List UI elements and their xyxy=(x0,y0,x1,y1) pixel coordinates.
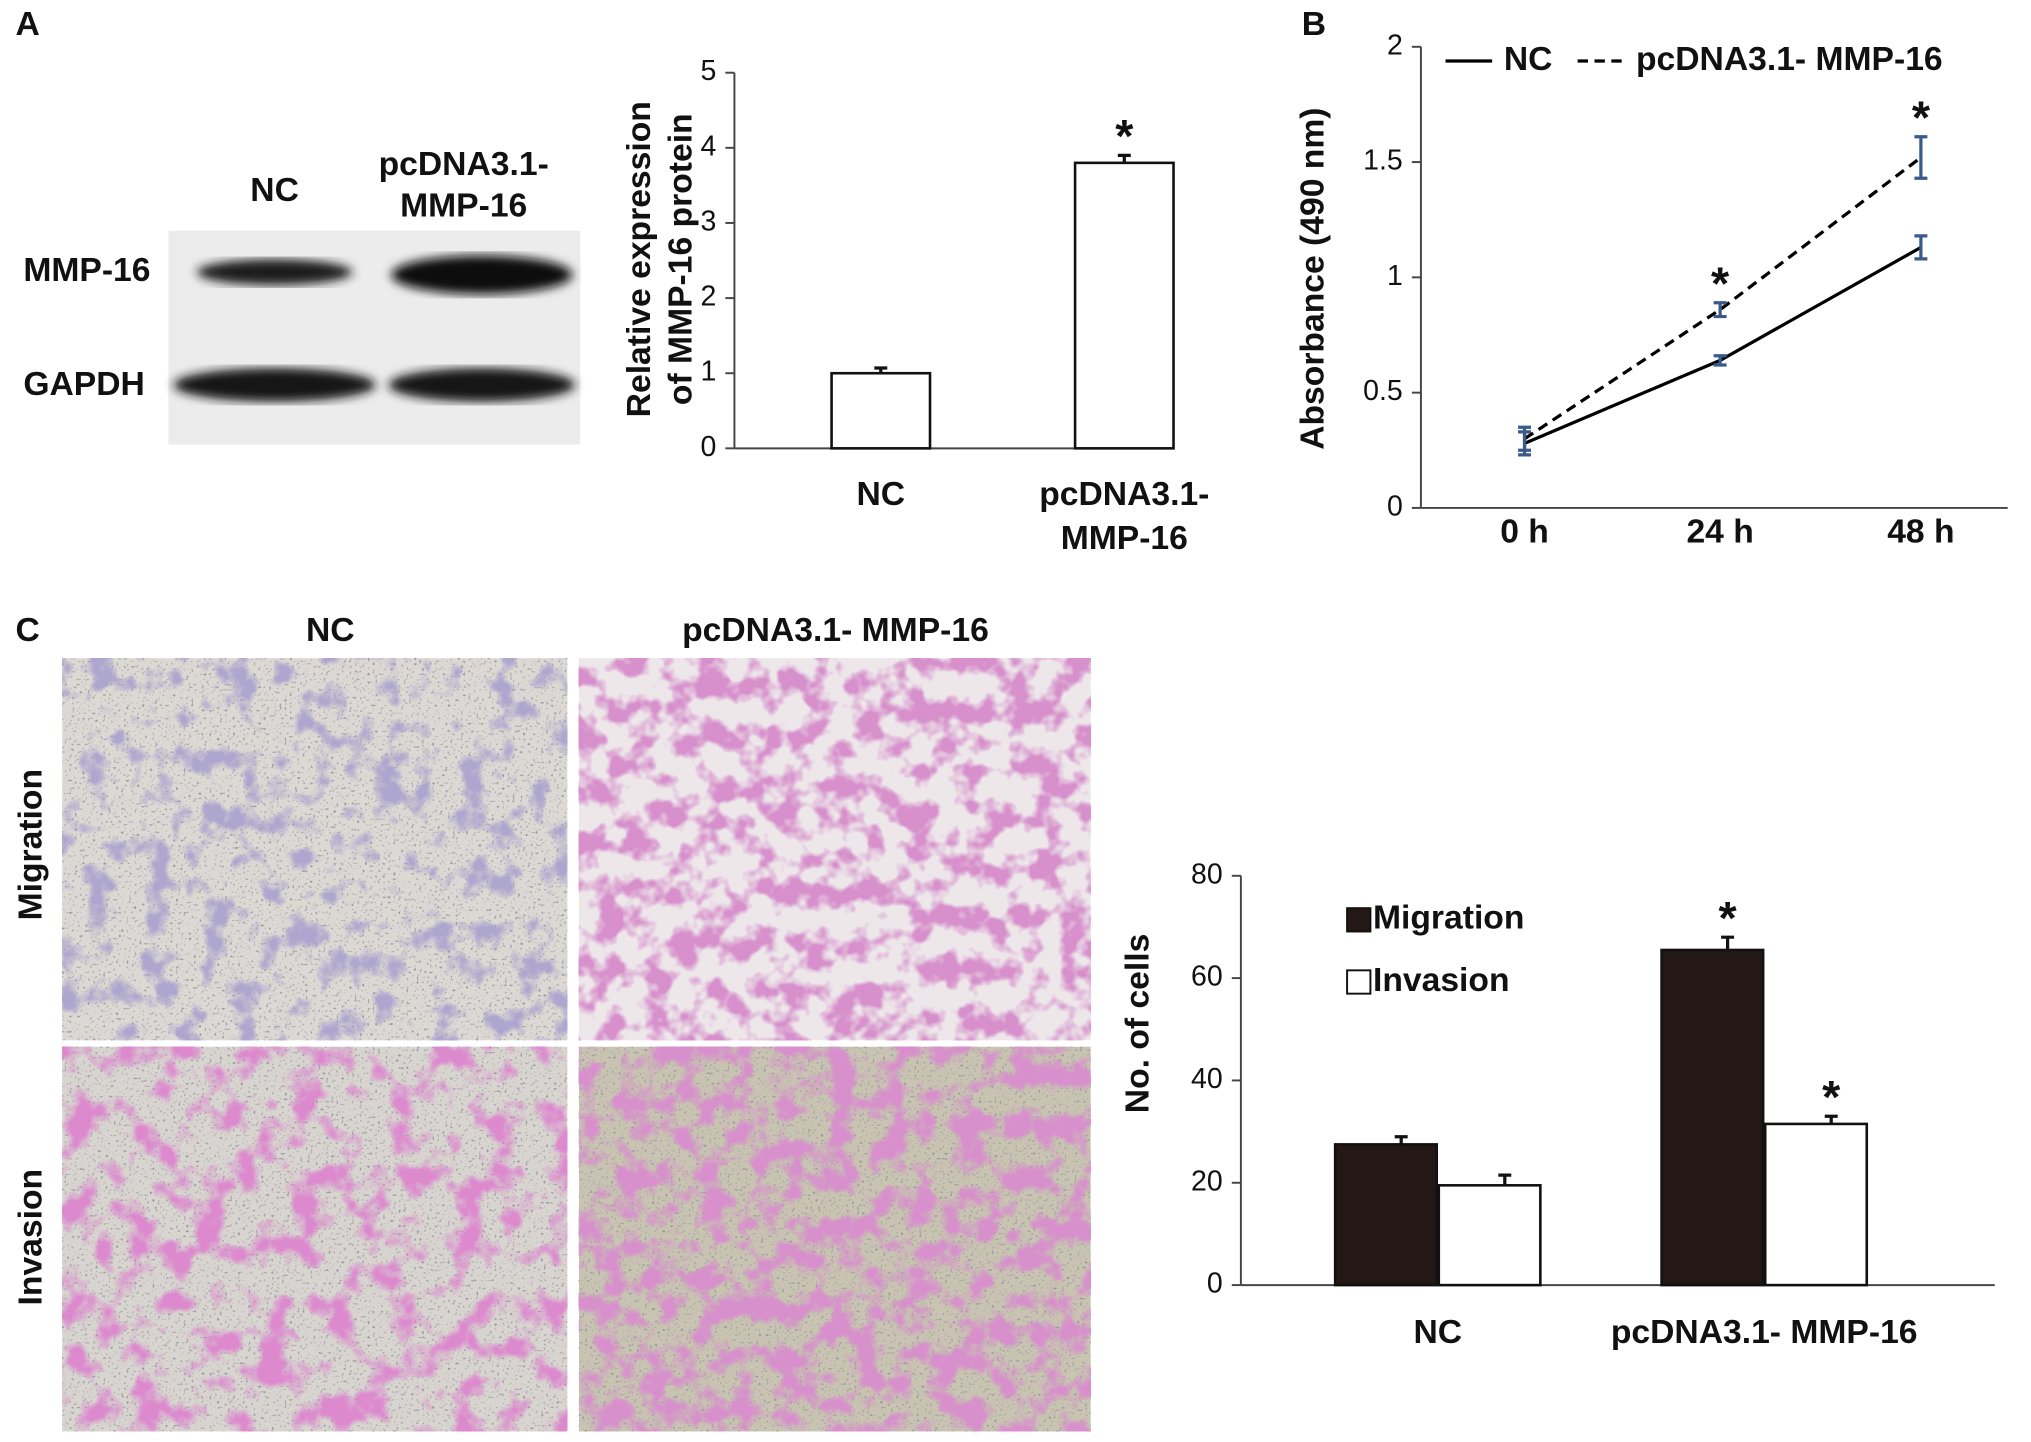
x-tick-label: MMP-16 xyxy=(1061,520,1188,557)
micrograph-row-label: Migration xyxy=(12,769,49,920)
y-tick-label: 2 xyxy=(700,281,716,313)
blot-row-label: MMP-16 xyxy=(23,252,150,289)
bar xyxy=(830,371,932,450)
error-bar xyxy=(1713,354,1727,367)
value-label: * xyxy=(1711,257,1730,309)
error-bar xyxy=(1914,234,1928,261)
y-axis-label: No. of cells xyxy=(1120,934,1157,1114)
bar xyxy=(1660,948,1765,1287)
value-label: * xyxy=(1822,1071,1841,1123)
legend-label: Invasion xyxy=(1373,962,1510,999)
legend-label: Migration xyxy=(1373,900,1524,937)
error-bar xyxy=(1713,301,1727,319)
blot-row-label: GAPDH xyxy=(23,366,145,403)
value-label: * xyxy=(1115,110,1134,162)
micrograph xyxy=(62,658,568,1041)
blot-band xyxy=(173,368,376,402)
error-bar xyxy=(1824,1114,1838,1124)
bar xyxy=(1333,1143,1439,1287)
micrograph xyxy=(578,1046,1091,1432)
y-tick-label: 1.5 xyxy=(1363,145,1403,177)
error-bar xyxy=(1914,135,1928,180)
x-tick-label: pcDNA3.1- MMP-16 xyxy=(1611,1314,1918,1351)
error-bar xyxy=(1721,935,1735,950)
y-tick-label: 0 xyxy=(700,431,716,463)
value-label: * xyxy=(1912,91,1931,143)
y-axis-label: of MMP-16 protein xyxy=(663,113,700,405)
micrograph xyxy=(578,658,1091,1041)
y-tick-label: 5 xyxy=(700,55,716,87)
x-tick-label: NC xyxy=(856,476,905,513)
panel-label: C xyxy=(16,612,40,649)
y-tick-label: 1 xyxy=(1387,260,1403,292)
x-tick-label: 24 h xyxy=(1686,514,1753,551)
panel-label: A xyxy=(16,6,40,43)
y-tick-label: 60 xyxy=(1191,961,1223,993)
x-tick-label: NC xyxy=(1413,1314,1462,1351)
blot-column-label: MMP-16 xyxy=(400,187,527,224)
y-axis-label: Relative expression xyxy=(621,101,658,417)
y-tick-label: 80 xyxy=(1191,858,1223,890)
y-tick-label: 40 xyxy=(1191,1063,1223,1095)
x-tick-label: 0 h xyxy=(1500,514,1549,551)
error-bar xyxy=(1518,425,1532,452)
x-tick-label: pcDNA3.1- xyxy=(1039,476,1209,513)
error-bar xyxy=(1117,153,1131,163)
blot-band xyxy=(391,255,573,295)
y-axis-label: Absorbance (490 nm) xyxy=(1295,108,1332,450)
legend-label: pcDNA3.1- MMP-16 xyxy=(1636,41,1943,78)
y-tick-label: 1 xyxy=(700,356,716,388)
blot-column-label: pcDNA3.1- xyxy=(379,146,549,183)
bar xyxy=(1073,161,1175,450)
blot-column-label: NC xyxy=(250,172,299,209)
error-bar xyxy=(874,366,888,374)
bar xyxy=(1437,1184,1542,1287)
blot-band xyxy=(388,368,576,402)
micrograph-row-label: Invasion xyxy=(12,1169,49,1306)
y-tick-label: 2 xyxy=(1387,29,1403,61)
panel-label: B xyxy=(1302,6,1326,43)
blot-band xyxy=(196,259,353,286)
micrograph xyxy=(62,1046,568,1432)
value-label: * xyxy=(1719,892,1738,944)
y-tick-label: 20 xyxy=(1191,1165,1223,1197)
micrograph-column-label: NC xyxy=(306,612,355,649)
y-tick-label: 3 xyxy=(700,205,716,237)
legend-label: NC xyxy=(1504,41,1553,78)
y-tick-label: 0 xyxy=(1207,1268,1223,1300)
legend-swatch xyxy=(1346,907,1372,933)
legend-swatch xyxy=(1346,969,1372,995)
y-tick-label: 0.5 xyxy=(1363,375,1403,407)
bar xyxy=(1763,1122,1869,1287)
micrograph-column-label: pcDNA3.1- MMP-16 xyxy=(682,612,989,649)
error-bar xyxy=(1394,1135,1408,1145)
y-tick-label: 4 xyxy=(700,130,716,162)
x-tick-label: 48 h xyxy=(1887,514,1954,551)
error-bar xyxy=(1498,1173,1512,1186)
y-tick-label: 0 xyxy=(1387,490,1403,522)
